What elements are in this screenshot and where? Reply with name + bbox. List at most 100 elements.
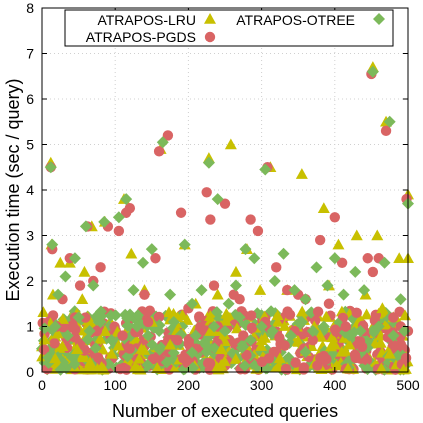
dense-point-triangle — [360, 308, 373, 320]
point-diamond — [98, 215, 111, 228]
point-diamond — [372, 320, 385, 333]
point-diamond — [284, 329, 297, 342]
point-triangle — [295, 168, 308, 179]
dense-point-diamond — [89, 342, 102, 355]
point-triangle — [254, 284, 267, 295]
point-diamond — [259, 163, 272, 176]
dense-point-circle — [298, 362, 310, 373]
dense-point-circle — [354, 335, 366, 347]
dense-point-triangle — [97, 363, 110, 374]
point-circle — [307, 334, 319, 346]
dense-point-circle — [329, 324, 341, 335]
point-diamond — [211, 193, 224, 206]
dense-point-circle — [147, 353, 159, 365]
dense-point-circle — [315, 352, 326, 364]
point-circle — [205, 214, 216, 225]
point-diamond — [142, 329, 155, 342]
point-diamond — [387, 329, 400, 342]
point-triangle — [215, 343, 228, 355]
dense-point-triangle — [56, 340, 69, 352]
dense-point-diamond — [104, 309, 117, 322]
dense-point-circle — [388, 340, 399, 351]
dense-point-triangle — [341, 362, 354, 374]
point-diamond — [61, 329, 74, 342]
dense-point-triangle — [219, 314, 232, 326]
dense-point-diamond — [121, 350, 134, 363]
point-triangle — [211, 288, 224, 300]
y-tick-label: 3 — [26, 228, 34, 244]
point-circle — [208, 280, 220, 291]
point-triangle — [71, 343, 84, 355]
dense-point-circle — [280, 363, 292, 375]
y-tick-label: 1 — [26, 319, 34, 335]
dense-point-circle — [153, 311, 165, 323]
dense-point-circle — [274, 332, 285, 343]
point-diamond — [49, 320, 62, 333]
point-circle — [142, 316, 154, 328]
point-diamond — [268, 275, 281, 287]
point-diamond — [354, 325, 367, 338]
point-triangle — [332, 238, 345, 250]
dense-point-triangle — [211, 361, 224, 373]
point-circle — [271, 262, 282, 273]
point-circle — [238, 330, 249, 341]
dense-point-diamond — [131, 309, 144, 322]
point-circle — [252, 225, 264, 237]
point-diamond — [337, 288, 350, 301]
dense-point-triangle — [37, 306, 50, 318]
point-diamond — [394, 293, 407, 306]
x-axis-label: Number of executed queries — [112, 401, 338, 421]
point-triangle — [317, 202, 330, 213]
point-circle — [323, 298, 335, 309]
dense-point-circle — [241, 349, 252, 361]
x-tick-label: 0 — [38, 377, 46, 393]
dense-point-triangle — [330, 359, 343, 371]
point-diamond — [153, 325, 166, 338]
point-diamond — [266, 325, 279, 338]
point-diamond — [366, 65, 379, 78]
dense-point-diamond — [54, 363, 67, 376]
dense-point-diamond — [167, 346, 180, 359]
point-diamond — [295, 315, 308, 328]
point-circle — [245, 214, 256, 225]
point-diamond — [383, 115, 396, 128]
grid-layer — [42, 8, 408, 372]
point-diamond — [306, 325, 319, 338]
legend: ATRAPOS-LRU ATRAPOS-PGDS ATRAPOS-OTREE — [64, 9, 394, 47]
point-circle — [234, 294, 245, 305]
point-diamond — [195, 284, 208, 297]
point-diamond — [233, 311, 246, 324]
x-tick-label: 400 — [323, 377, 347, 393]
point-circle — [74, 280, 86, 291]
data-points — [44, 61, 414, 364]
point-circle — [380, 125, 392, 137]
point-diamond — [398, 325, 411, 338]
dense-point-triangle — [220, 307, 233, 319]
point-diamond — [59, 270, 72, 283]
dense-point-circle — [349, 349, 361, 360]
point-circle — [340, 321, 351, 332]
point-triangle — [164, 338, 177, 350]
y-tick-label: 5 — [26, 137, 34, 153]
legend-label-lru: ATRAPOS-LRU — [97, 12, 196, 28]
point-diamond — [343, 329, 356, 342]
point-circle — [124, 203, 136, 214]
dense-point-diamond — [299, 346, 312, 359]
dense-point-triangle — [138, 344, 151, 355]
point-diamond — [219, 325, 231, 338]
point-diamond — [112, 211, 125, 224]
legend-marker-circle — [204, 31, 216, 43]
dense-point-triangle — [133, 352, 146, 364]
dense-point-triangle — [271, 309, 284, 321]
point-diamond — [105, 334, 118, 347]
point-circle — [219, 198, 231, 209]
dense-point-diamond — [186, 346, 199, 359]
point-diamond — [255, 320, 268, 333]
dense-point-triangle — [229, 353, 242, 364]
dense-point-triangle — [99, 325, 112, 337]
point-diamond — [83, 325, 96, 338]
dense-point-triangle — [151, 362, 164, 374]
dense-point-triangle — [51, 327, 64, 339]
y-tick-label: 0 — [26, 364, 34, 380]
point-circle — [139, 289, 150, 300]
